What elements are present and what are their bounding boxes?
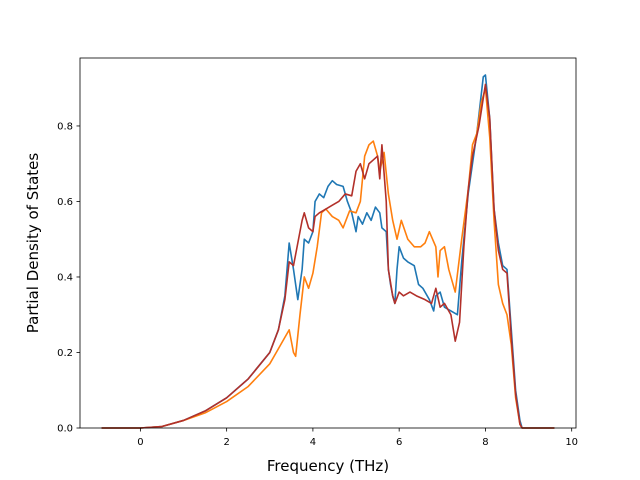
plot-frame: [79, 57, 577, 429]
x-tick-label: 4: [310, 437, 316, 448]
series-line-1: [101, 74, 555, 429]
x-axis-title: Frequency (THz): [267, 457, 389, 475]
x-tick-label: 6: [396, 437, 402, 448]
x-tick-label: 2: [223, 437, 229, 448]
y-tick-label: 0.4: [57, 272, 73, 283]
x-tick-label: 8: [482, 437, 488, 448]
y-axis-ticks: 0.0 0.2 0.4 0.6 0.8: [57, 121, 80, 435]
series-line-3: [101, 83, 555, 429]
x-tick-label: 10: [565, 437, 578, 448]
x-axis-ticks: 0 2 4 6 8 10: [137, 428, 578, 448]
y-tick-label: 0.6: [57, 197, 73, 208]
y-tick-label: 0.8: [57, 121, 73, 132]
x-tick-label: 0: [137, 437, 143, 448]
y-axis-title: Partial Density of States: [24, 153, 42, 334]
series-layer: [101, 74, 555, 429]
y-tick-label: 0.2: [57, 348, 73, 359]
y-tick-label: 0.0: [57, 424, 73, 435]
